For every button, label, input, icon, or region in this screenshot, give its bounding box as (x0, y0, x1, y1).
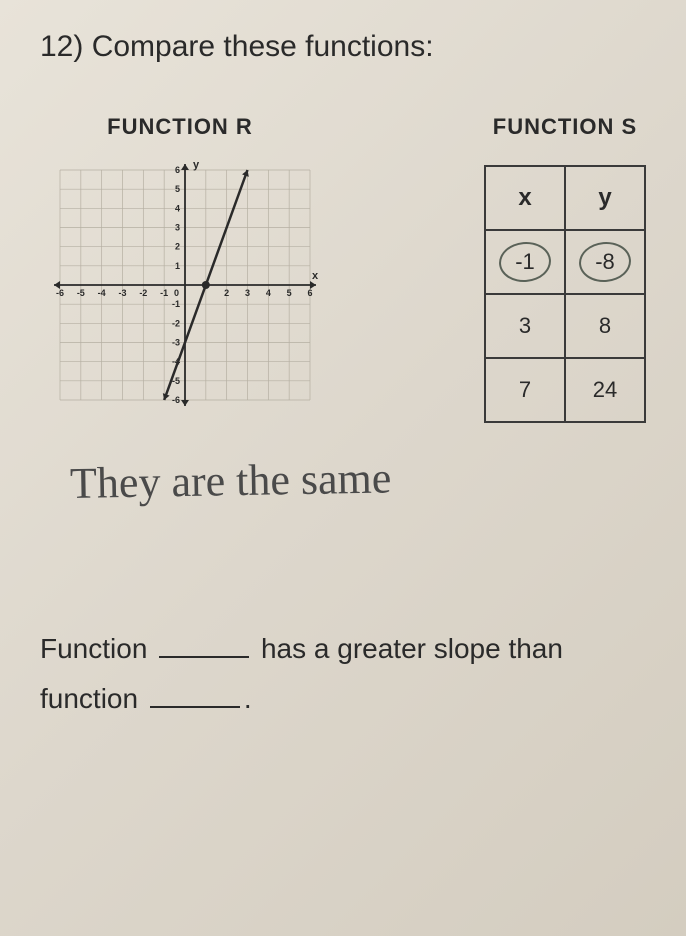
function-r-graph: yx-6-5-4-3-2-1023456654321-1-2-3-4-5-6 (40, 160, 320, 410)
svg-text:3: 3 (245, 288, 250, 298)
question-prompt: Compare these functions: (92, 30, 434, 63)
svg-text:1: 1 (175, 261, 180, 271)
svg-text:0: 0 (174, 288, 179, 298)
function-s-table: xy-1-838724 (484, 165, 646, 423)
svg-text:5: 5 (175, 184, 180, 194)
svg-text:-3: -3 (172, 338, 180, 348)
question-title: 12) Compare these functions: (40, 30, 646, 64)
svg-text:4: 4 (266, 288, 271, 298)
function-r-label: FUNCTION R (107, 114, 253, 140)
svg-text:5: 5 (287, 288, 292, 298)
table-row: -1-8 (485, 230, 645, 294)
table-cell: 8 (565, 294, 645, 358)
function-s-block: FUNCTION S xy-1-838724 (484, 114, 646, 423)
table-cell: -8 (565, 230, 645, 294)
svg-text:6: 6 (307, 288, 312, 298)
answer-sentence: Function has a greater slope than functi… (40, 624, 646, 725)
table-row: 38 (485, 294, 645, 358)
table-cell: 7 (485, 358, 565, 422)
table-header-cell: x (485, 166, 565, 230)
svg-text:4: 4 (175, 203, 180, 213)
answer-blank-2[interactable] (150, 684, 240, 708)
table-cell: -1 (485, 230, 565, 294)
function-s-label: FUNCTION S (493, 114, 637, 140)
table-row: 724 (485, 358, 645, 422)
worksheet-page: 12) Compare these functions: FUNCTION R … (0, 0, 686, 755)
function-r-block: FUNCTION R yx-6-5-4-3-2-1023456654321-1-… (40, 114, 320, 410)
svg-text:-2: -2 (172, 318, 180, 328)
table-header-cell: y (565, 166, 645, 230)
svg-text:2: 2 (175, 242, 180, 252)
answer-blank-1[interactable] (159, 634, 249, 658)
graph-svg: yx-6-5-4-3-2-1023456654321-1-2-3-4-5-6 (40, 160, 320, 410)
svg-text:y: y (193, 160, 200, 171)
svg-text:6: 6 (175, 165, 180, 175)
question-number: 12) (40, 30, 83, 63)
svg-text:-5: -5 (77, 288, 85, 298)
svg-text:2: 2 (224, 288, 229, 298)
answer-word-function2: function (40, 683, 138, 714)
functions-row: FUNCTION R yx-6-5-4-3-2-1023456654321-1-… (40, 114, 646, 423)
svg-text:-4: -4 (98, 288, 106, 298)
svg-text:-1: -1 (172, 299, 180, 309)
answer-period: . (244, 683, 252, 714)
table-cell: 24 (565, 358, 645, 422)
svg-text:-2: -2 (139, 288, 147, 298)
svg-text:-6: -6 (56, 288, 64, 298)
answer-middle: has a greater slope than (261, 633, 563, 664)
svg-text:-6: -6 (172, 395, 180, 405)
svg-text:-3: -3 (118, 288, 126, 298)
svg-text:x: x (312, 270, 319, 282)
handwritten-note: They are the same (70, 448, 647, 509)
answer-word-function1: Function (40, 633, 147, 664)
table-cell: 3 (485, 294, 565, 358)
svg-text:-1: -1 (160, 288, 168, 298)
svg-text:3: 3 (175, 223, 180, 233)
